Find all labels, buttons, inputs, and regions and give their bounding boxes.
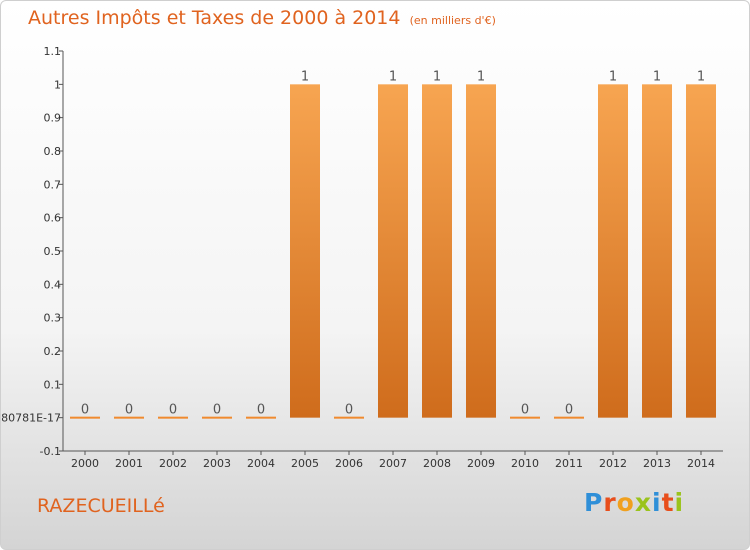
data-label: 0: [169, 403, 177, 418]
y-tick-label: 1: [54, 78, 61, 91]
bar-2013: [642, 84, 672, 418]
y-tick-label: 0.3: [44, 312, 62, 325]
y-tick-label: -0.1: [40, 445, 61, 458]
commune-name: RAZECUEILLé: [37, 495, 165, 517]
logo-letter: i: [674, 488, 685, 517]
bar-2007: [378, 84, 408, 418]
bar-2001: [114, 416, 144, 419]
data-label: 0: [125, 403, 133, 418]
y-tick-label: 1.387778780781E-17: [1, 412, 61, 425]
y-tick-label: 0.6: [44, 212, 62, 225]
data-label: 1: [653, 69, 661, 84]
bar-2014: [686, 84, 716, 418]
logo-letter: x: [634, 488, 652, 517]
logo-letter: o: [616, 488, 635, 517]
x-tick-label: 2008: [423, 457, 451, 470]
x-tick-label: 2003: [203, 457, 231, 470]
y-tick-label: 0.8: [44, 145, 62, 158]
y-tick-label: 0.4: [44, 278, 62, 291]
x-tick-label: 2006: [335, 457, 363, 470]
chart-subtitle: (en milliers d'€): [409, 14, 496, 27]
bar-2012: [598, 84, 628, 418]
bar-2005: [290, 84, 320, 418]
data-label: 0: [257, 403, 265, 418]
x-tick-label: 2009: [467, 457, 495, 470]
chart-title: Autres Impôts et Taxes de 2000 à 2014: [28, 7, 401, 29]
logo-letter: r: [603, 488, 617, 517]
bar-2009: [466, 84, 496, 418]
data-label: 0: [521, 403, 529, 418]
data-label: 1: [389, 69, 397, 84]
y-tick-label: 0.1: [44, 378, 62, 391]
x-tick-label: 2000: [71, 457, 99, 470]
data-label: 1: [433, 69, 441, 84]
x-tick-label: 2005: [291, 457, 319, 470]
y-tick-label: 0.5: [44, 245, 62, 258]
x-tick-label: 2004: [247, 457, 275, 470]
data-label: 1: [301, 69, 309, 84]
data-label: 0: [345, 403, 353, 418]
proxiti-logo: Proxiti: [584, 488, 684, 517]
x-tick-label: 2014: [687, 457, 715, 470]
x-tick-label: 2010: [511, 457, 539, 470]
data-label: 0: [213, 403, 221, 418]
logo-letter: P: [584, 488, 604, 517]
logo-letter: i: [652, 488, 662, 517]
bar-2000: [70, 416, 100, 419]
x-tick-label: 2007: [379, 457, 407, 470]
bar-2006: [334, 416, 364, 419]
x-tick-label: 2012: [599, 457, 627, 470]
y-tick-label: 0.2: [44, 345, 62, 358]
x-tick-label: 2002: [159, 457, 187, 470]
bar-2010: [510, 416, 540, 419]
bar-2011: [554, 416, 584, 419]
data-label: 0: [81, 403, 89, 418]
x-tick-label: 2013: [643, 457, 671, 470]
bar-2002: [158, 416, 188, 419]
logo-letter: t: [661, 488, 675, 517]
bar-2004: [246, 416, 276, 419]
title-block: Autres Impôts et Taxes de 2000 à 2014 (e…: [28, 7, 496, 29]
data-label: 1: [477, 69, 485, 84]
data-label: 1: [609, 69, 617, 84]
x-tick-label: 2011: [555, 457, 583, 470]
data-label: 1: [697, 69, 705, 84]
x-tick-label: 2001: [115, 457, 143, 470]
bar-2003: [202, 416, 232, 419]
y-tick-label: 0.7: [44, 178, 62, 191]
data-label: 0: [565, 403, 573, 418]
y-tick-label: 0.9: [44, 112, 62, 125]
bar-2008: [422, 84, 452, 418]
y-tick-label: 1.1: [44, 45, 62, 58]
